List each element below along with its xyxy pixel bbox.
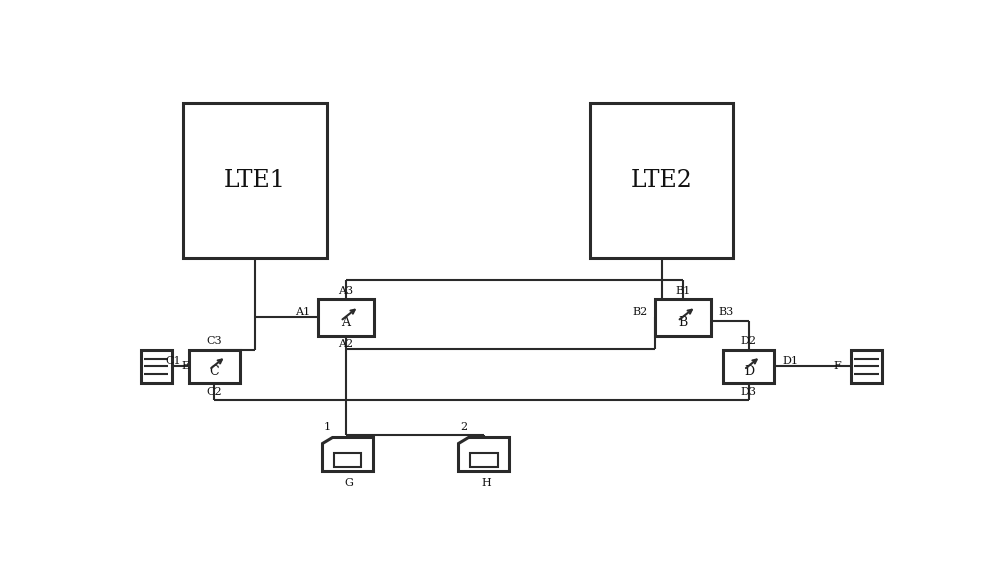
Text: 1: 1 <box>323 422 331 432</box>
Text: LTE1: LTE1 <box>224 169 286 193</box>
Text: A3: A3 <box>338 286 353 295</box>
Bar <box>723 349 774 383</box>
Bar <box>183 103 326 258</box>
Text: C2: C2 <box>206 387 222 397</box>
Text: F: F <box>833 361 841 371</box>
Bar <box>470 453 498 467</box>
Polygon shape <box>458 437 509 471</box>
Bar <box>140 349 172 383</box>
Bar <box>189 349 240 383</box>
Text: D: D <box>744 365 754 378</box>
Text: C3: C3 <box>206 336 222 346</box>
Text: B1: B1 <box>675 286 691 295</box>
Text: G: G <box>345 478 354 488</box>
Text: B: B <box>678 316 688 329</box>
Polygon shape <box>322 437 373 471</box>
Text: 2: 2 <box>460 422 467 432</box>
Text: H: H <box>481 478 491 488</box>
Bar <box>590 103 733 258</box>
Text: E: E <box>182 361 190 371</box>
Bar <box>655 299 711 336</box>
Text: C1: C1 <box>165 356 181 366</box>
Text: D1: D1 <box>782 356 798 366</box>
Text: C: C <box>209 365 219 378</box>
Text: B3: B3 <box>719 307 734 317</box>
Bar <box>334 453 361 467</box>
Text: D3: D3 <box>741 387 757 397</box>
Text: LTE2: LTE2 <box>631 169 693 193</box>
Text: A1: A1 <box>295 307 310 317</box>
Text: B2: B2 <box>632 307 647 317</box>
Bar <box>851 349 882 383</box>
Text: D2: D2 <box>741 336 757 346</box>
Bar <box>318 299 374 336</box>
Text: A2: A2 <box>338 339 353 349</box>
Text: A: A <box>341 316 350 329</box>
